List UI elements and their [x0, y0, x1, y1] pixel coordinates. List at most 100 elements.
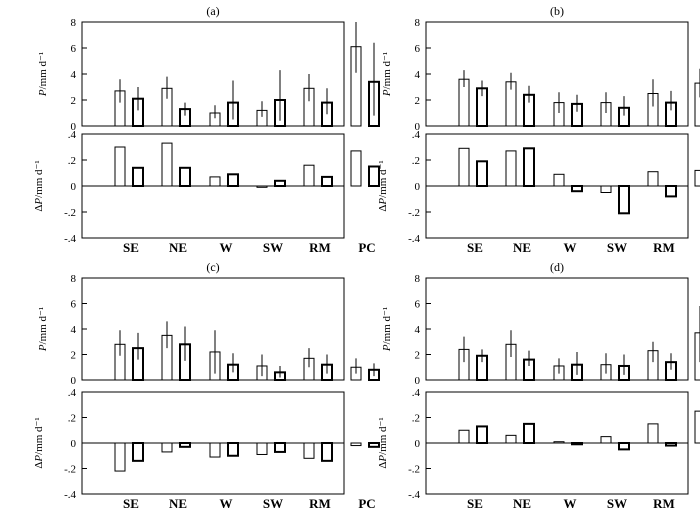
- y-tick-label: -.2: [408, 464, 420, 476]
- y-axis-label-bottom: ΔP/mm d⁻¹: [33, 160, 45, 211]
- delta-bar-series2-rm: [321, 175, 333, 187]
- y-tick-label: 2: [415, 350, 421, 362]
- y-tick-label: 8: [415, 273, 421, 285]
- delta-bar-series2-se: [476, 425, 488, 444]
- delta-bar-series1-rm: [647, 423, 659, 444]
- y-tick-label: 0: [71, 375, 77, 387]
- y-tick-label: .4: [68, 129, 77, 141]
- x-category-label: SW: [263, 240, 283, 255]
- delta-bar-series1-se: [458, 147, 470, 187]
- x-category-label: SE: [123, 240, 139, 255]
- x-category-label: NE: [169, 240, 187, 255]
- bar-series1-pc: [694, 332, 700, 381]
- delta-bar-series2-ne: [179, 442, 191, 448]
- delta-bar-series1-sw: [600, 436, 612, 444]
- y-tick-label: 8: [71, 273, 77, 285]
- y-tick-label: 4: [415, 324, 421, 336]
- y-tick-label: -.2: [64, 464, 76, 476]
- delta-bar-series1-ne: [505, 150, 517, 187]
- delta-bar-series1-pc: [350, 150, 362, 187]
- y-tick-label: .2: [412, 413, 420, 425]
- delta-bar-series1-ne: [161, 442, 173, 453]
- delta-bar-series1-ne: [161, 142, 173, 187]
- delta-bar-series2-w: [571, 442, 583, 446]
- delta-bar-series1-sw: [256, 442, 268, 455]
- delta-bar-series2-sw: [274, 179, 286, 188]
- y-axis-label-top: P/mm d⁻¹: [381, 52, 393, 97]
- delta-bar-series2-w: [227, 173, 239, 188]
- x-category-label: SE: [123, 496, 139, 511]
- delta-bar-series2-ne: [523, 147, 535, 188]
- delta-bar-series1-rm: [647, 171, 659, 187]
- delta-bar-series2-sw: [618, 185, 630, 215]
- delta-bar-series2-w: [571, 185, 583, 193]
- y-tick-label: 6: [415, 43, 421, 55]
- delta-bar-series1-ne: [505, 434, 517, 444]
- y-tick-label: 8: [71, 17, 77, 29]
- y-tick-label: 0: [415, 121, 421, 133]
- delta-bar-series1-pc: [350, 442, 362, 447]
- delta-bar-series1-sw: [600, 185, 612, 193]
- delta-bar-series1-w: [553, 441, 565, 444]
- y-tick-label: .2: [68, 413, 76, 425]
- y-tick-label: .4: [412, 387, 421, 399]
- delta-bar-series2-se: [476, 160, 488, 188]
- delta-bar-series1-pc: [694, 169, 700, 187]
- y-axis-label-top: P/mm d⁻¹: [381, 307, 393, 352]
- delta-bar-series2-se: [132, 442, 144, 462]
- y-tick-label: .4: [68, 387, 77, 399]
- delta-bar-series2-ne: [523, 422, 535, 444]
- y-tick-label: 8: [415, 17, 421, 29]
- y-tick-label: -.4: [408, 233, 420, 245]
- y-tick-label: -.4: [64, 233, 76, 245]
- chart-panel-2: (b) 0 2 4 6 8 P/mm d⁻¹ -.4 -.2 0 .2 .4 ΔP/mm d⁻¹ SE NE…: [377, 4, 700, 255]
- delta-bar-series1-w: [209, 176, 221, 187]
- chart-panel-1: (a) 0 2 4 6 8 P/mm d⁻¹ -.4 -.2 0 .2 .4 ΔP/mm d⁻¹ SE NE…: [33, 4, 380, 255]
- y-tick-label: -.2: [64, 207, 76, 219]
- y-tick-label: -.4: [64, 489, 76, 501]
- delta-bar-series2-ne: [179, 166, 191, 188]
- y-tick-label: 6: [71, 299, 77, 311]
- delta-bar-series1-se: [114, 442, 126, 472]
- y-tick-label: .4: [412, 129, 421, 141]
- panel-title: (c): [206, 260, 219, 274]
- delta-bar-series2-rm: [321, 442, 333, 462]
- delta-bar-series1-w: [209, 442, 221, 458]
- delta-bar-series2-pc: [368, 165, 380, 187]
- delta-bar-series1-w: [553, 173, 565, 187]
- x-category-label: SE: [467, 496, 483, 511]
- panel-title: (b): [550, 4, 564, 18]
- y-tick-label: 0: [415, 375, 421, 387]
- delta-bar-series2-w: [227, 442, 239, 457]
- y-tick-label: 2: [415, 95, 421, 107]
- y-tick-label: 0: [71, 121, 77, 133]
- y-axis-label-bottom: ΔP/mm d⁻¹: [377, 160, 389, 211]
- panel-title: (a): [206, 4, 219, 18]
- x-category-label: RM: [653, 240, 675, 255]
- y-tick-label: 0: [415, 181, 421, 193]
- delta-bar-series1-se: [114, 146, 126, 187]
- x-category-label: RM: [309, 496, 331, 511]
- x-category-label: W: [220, 240, 233, 255]
- x-category-label: PC: [358, 240, 375, 255]
- x-category-label: RM: [653, 496, 675, 511]
- y-tick-label: 4: [71, 69, 77, 81]
- y-tick-label: 2: [71, 350, 77, 362]
- delta-bar-series2-rm: [665, 185, 677, 198]
- delta-bar-series2-sw: [618, 442, 630, 451]
- x-category-label: SE: [467, 240, 483, 255]
- y-axis-label-bottom: ΔP/mm d⁻¹: [33, 417, 45, 468]
- chart-panel-4: (d) 0 2 4 6 8 P/mm d⁻¹ -.4 -.2 0 .2 .4 ΔP/mm d⁻¹ SE NE…: [377, 260, 700, 511]
- y-tick-label: 6: [71, 43, 77, 55]
- y-tick-label: 4: [415, 69, 421, 81]
- y-tick-label: .2: [412, 155, 420, 167]
- y-tick-label: 0: [71, 438, 77, 450]
- y-tick-label: 0: [71, 181, 77, 193]
- y-tick-label: .2: [68, 155, 76, 167]
- delta-bar-series1-rm: [303, 164, 315, 187]
- panel-title: (d): [550, 260, 564, 274]
- bar-series1-pc: [694, 82, 700, 127]
- x-category-label: SW: [607, 496, 627, 511]
- delta-bar-series2-sw: [274, 442, 286, 453]
- delta-bar-series1-sw: [256, 185, 268, 188]
